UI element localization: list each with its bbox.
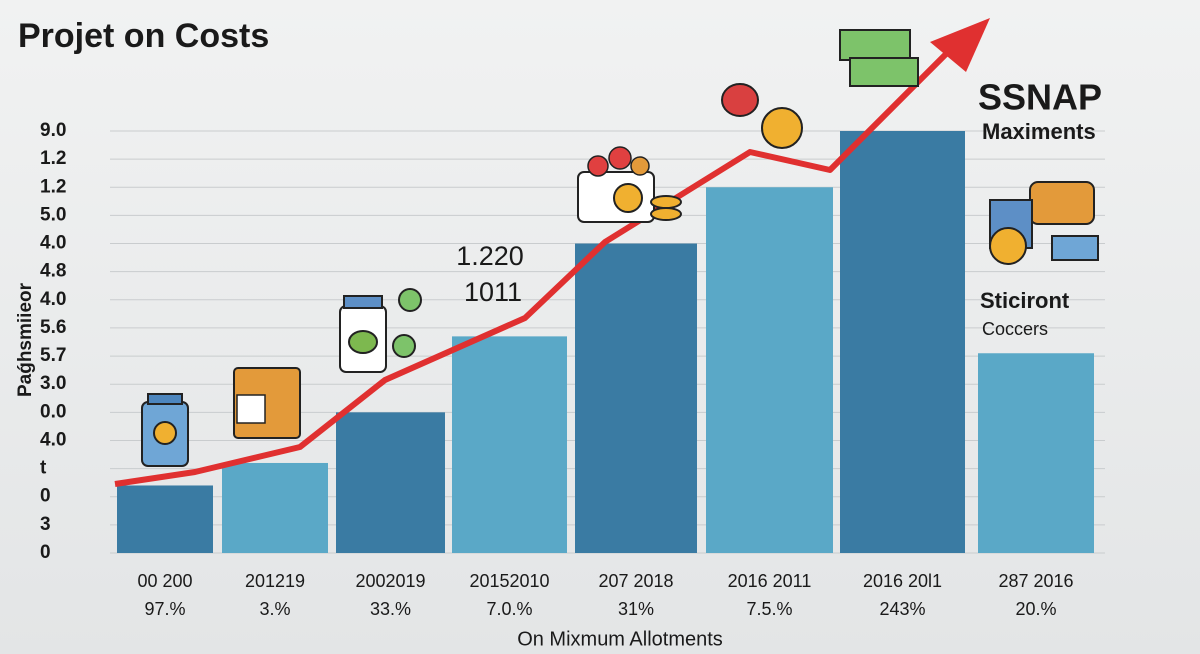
annotation: Sticiront [980,288,1070,313]
bar [222,462,328,553]
bars [117,131,1094,554]
bar [978,353,1094,553]
annotation: Coccers [982,319,1048,339]
bar [117,485,213,553]
y-tick-label: 4.0 [40,429,66,450]
x-tick-sublabel: 7.0.% [486,599,532,619]
annotation: Maximents [982,119,1096,144]
bar [840,131,965,553]
x-tick-label: 00 200 [137,571,192,591]
y-tick-label: 3.0 [40,373,66,394]
x-tick-label: 207 2018 [598,571,673,591]
trend-arrow [114,37,963,487]
x-tick-label: 20152010 [469,571,549,591]
annotation: SSNAP [978,77,1102,118]
y-tick-label: 0.0 [40,401,66,422]
x-tick-sublabel: 3.% [259,599,290,619]
x-tick-sublabel: 243% [879,599,925,619]
arrow-head [930,18,990,72]
x-tick-sublabel: 33.% [370,599,411,619]
bar [575,243,697,554]
y-axis-label: Paǵhsmiieor [15,282,36,397]
y-tick-label: 1.2 [40,148,66,169]
y-tick-label: 3 [40,514,51,535]
bar [336,412,445,553]
x-tick-label: 201219 [245,571,305,591]
y-tick-label: 1.2 [40,176,66,197]
y-tick-label: 0 [40,486,51,507]
y-tick-label: 9.0 [40,120,66,141]
x-tick-sublabel: 31% [618,599,654,619]
y-tick-label: 5.6 [40,317,66,338]
y-tick-label: 4.0 [40,289,66,310]
x-tick-label: 2016 2011 [728,571,812,591]
annotation: 1011 [464,277,522,307]
y-tick-label: 5.7 [40,345,66,366]
x-tick-sublabel: 7.5.% [746,599,792,619]
bar [706,187,833,553]
x-tick-sublabel: 20.% [1015,599,1056,619]
y-tick-label: 4.8 [40,261,66,282]
x-tick-label: 2002019 [355,571,425,591]
x-tick-sublabel: 97.% [144,599,185,619]
y-tick-label: 0 [40,542,51,563]
y-tick-label: 4.0 [40,233,66,254]
x-axis-label: On Mixmum Allotments [517,628,723,650]
annotation: 1.220 [456,241,524,271]
x-tick-label: 2016 20l1 [863,571,942,591]
bar [452,336,567,553]
chart-title: Projet on Costs [18,17,269,55]
x-tick-label: 287 2016 [998,571,1073,591]
icons [141,29,1099,467]
y-tick-label: t [40,458,47,479]
y-tick-label: 5.0 [40,204,66,225]
